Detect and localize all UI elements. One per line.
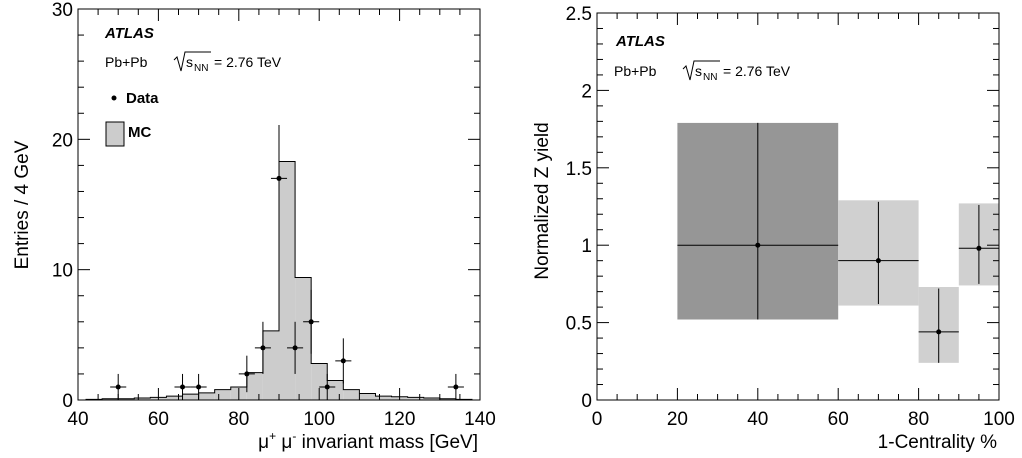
x-tick-label: 20 [667,409,688,430]
data-point [324,384,330,390]
yield-point [936,329,942,335]
mc-bar [311,363,328,400]
x-tick-label: 60 [828,409,849,430]
mc-bar [327,380,344,400]
mc-bar [279,161,296,400]
x-tick-label: 40 [67,409,88,430]
x-tick-label: 80 [228,409,249,430]
data-point [196,384,202,390]
right-axis-ticks: 0 20 40 60 80 100 0 0.5 1 1.5 2 2.5 [566,4,1015,430]
x-tick-label: 40 [747,409,768,430]
left-x-axis-title: μ+ μ- invariant mass [GeV] [258,429,478,453]
x-tick-label: 140 [464,409,496,430]
data-point [260,345,266,351]
x-tick-label: 100 [303,409,335,430]
right-plot-area [677,122,999,363]
data-point [340,358,346,364]
data-point [180,384,186,390]
yield-point [976,245,982,251]
legend-mc-swatch [105,121,125,147]
x-tick-label: 80 [908,409,929,430]
mc-bar [102,398,119,400]
left-sqrt-sign [173,51,211,72]
left-axis-ticks: 40 60 80 100 120 140 0 10 20 30 [52,0,496,430]
mc-bar [182,394,199,400]
mc-bar [375,396,392,400]
left-sqrt-sub: NN [194,63,208,74]
x-tick-label: 120 [384,409,416,430]
y-tick-label: 10 [52,261,73,282]
data-point [244,371,250,377]
mc-bar [198,392,215,400]
right-collision-system-label: Pb+Pb s NN = 2.76 TeV [614,60,791,83]
legend-data-label: Data [126,90,159,107]
legend-data-marker [111,95,117,101]
y-tick-label: 30 [52,0,73,21]
left-plot-area [85,124,473,400]
right-x-axis-title: 1-Centrality % [878,432,997,453]
mc-bar [262,330,279,400]
mc-bar [166,396,183,400]
y-tick-label: 2.5 [566,4,592,25]
left-legend: Data MC [105,90,159,147]
mc-bar [359,393,376,400]
left-y-axis-title: Entries / 4 GeV [12,140,33,269]
invariant-mass-panel: 40 60 80 100 120 140 0 10 20 30 Entries / 4 GeV μ… [12,0,496,453]
left-atlas-label: ATLAS [104,25,154,42]
right-sqrt-sign [682,60,720,81]
data-point [292,345,298,351]
mc-bar [246,372,263,400]
legend-mc-label: MC [128,124,151,141]
data-point [453,384,459,390]
left-system-name: Pb+Pb [105,54,148,70]
y-tick-label: 2 [581,81,592,102]
y-tick-label: 0.5 [566,314,592,335]
right-y-axis-title: Normalized Z yield [532,122,553,279]
yield-point [755,242,761,248]
left-sqrt-s: s [186,54,193,70]
right-energy: = 2.76 TeV [723,63,791,79]
y-tick-label: 1 [581,236,592,257]
x-tick-label: 100 [983,409,1015,430]
data-point [115,384,121,390]
yield-point [875,258,881,264]
mc-bar [423,398,440,400]
right-system-name: Pb+Pb [614,63,657,79]
centrality-panel: 0 20 40 60 80 100 0 0.5 1 1.5 2 2.5 Normalized Z yi… [532,4,1015,453]
mc-bar [295,277,312,400]
y-tick-label: 0 [62,391,73,412]
mc-bar [439,398,456,400]
mc-bar [118,398,135,400]
y-tick-label: 20 [52,130,73,151]
data-point [276,175,282,181]
y-tick-label: 0 [581,391,592,412]
right-sqrt-s: s [695,63,702,79]
mc-bar [407,397,424,400]
x-tick-label: 0 [592,409,603,430]
y-tick-label: 1.5 [566,159,592,180]
mc-bar [343,389,360,400]
data-point [308,319,314,325]
x-tick-label: 60 [148,409,169,430]
right-atlas-label: ATLAS [615,33,665,50]
mc-bar [214,389,231,400]
mc-bar [134,398,151,400]
left-energy: = 2.76 TeV [214,54,282,70]
left-collision-system-label: Pb+Pb s NN = 2.76 TeV [105,51,282,74]
right-sqrt-sub: NN [703,72,717,83]
